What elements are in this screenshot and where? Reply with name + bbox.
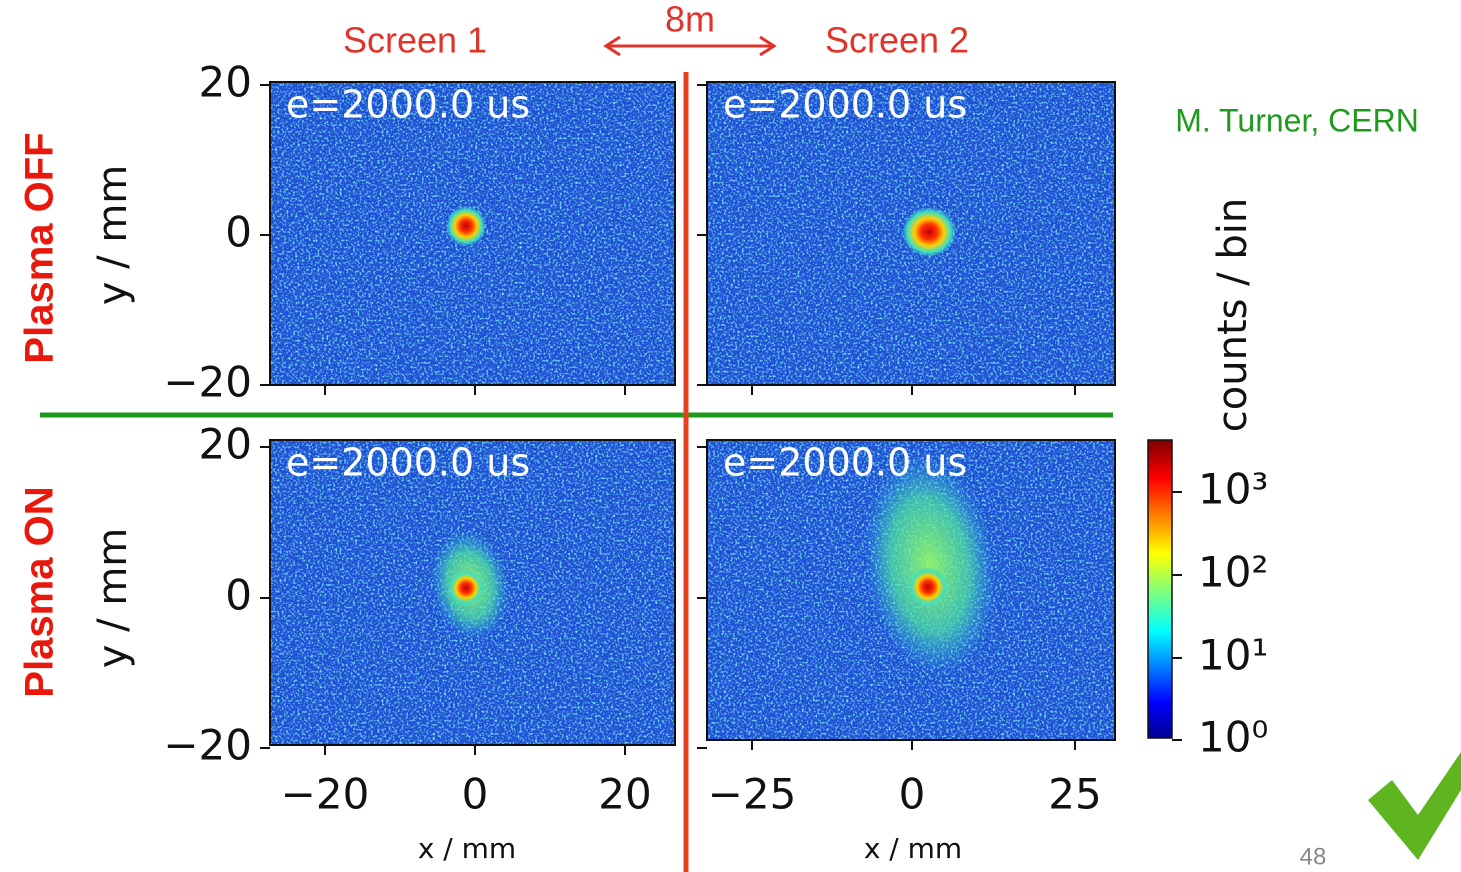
y-tick-label: 20 bbox=[199, 58, 252, 107]
colorbar-tick-label: 10¹ bbox=[1198, 631, 1268, 680]
x-tick-label: −20 bbox=[281, 770, 370, 819]
panel-frame bbox=[269, 81, 676, 386]
y-axis-label: y / mm bbox=[90, 165, 136, 306]
beam-spot bbox=[448, 570, 484, 606]
beam-spot bbox=[446, 206, 486, 246]
y-tick-label: 20 bbox=[199, 420, 252, 469]
credit: M. Turner, CERN bbox=[1175, 102, 1419, 138]
colorbar-tick-label: 10⁰ bbox=[1198, 713, 1268, 762]
colorbar-tick-label: 10² bbox=[1198, 548, 1268, 597]
colorbar-tick-label: 10³ bbox=[1198, 465, 1268, 514]
beam-spot bbox=[902, 207, 956, 257]
panel-annotation: e=2000.0 us bbox=[286, 441, 530, 485]
x-tick-label: −25 bbox=[708, 770, 797, 819]
panel-annotation: e=2000.0 us bbox=[723, 83, 967, 127]
y-tick-label: −20 bbox=[163, 358, 252, 407]
distance-arrow bbox=[603, 35, 777, 57]
x-axis-label: x / mm bbox=[864, 832, 962, 865]
y-tick-label: −20 bbox=[163, 721, 252, 770]
row-label: Plasma OFF bbox=[18, 132, 62, 363]
beam-spot bbox=[908, 567, 948, 607]
checkmark bbox=[1368, 752, 1461, 860]
x-axis-label: x / mm bbox=[418, 832, 516, 865]
x-tick-label: 0 bbox=[462, 770, 489, 819]
panel-frame bbox=[269, 439, 676, 746]
x-tick-label: 20 bbox=[598, 770, 651, 819]
y-axis-label: y / mm bbox=[90, 528, 136, 669]
screen-label: Screen 2 bbox=[825, 20, 969, 61]
page-number: 48 bbox=[1300, 843, 1327, 870]
screen-label: Screen 1 bbox=[343, 20, 487, 61]
colorbar bbox=[1147, 439, 1173, 739]
x-tick-label: 0 bbox=[899, 770, 926, 819]
beam-spot bbox=[863, 455, 997, 675]
panel-annotation: e=2000.0 us bbox=[723, 441, 967, 485]
row-label: Plasma ON bbox=[18, 486, 62, 697]
colorbar-label: counts / bin bbox=[1210, 198, 1256, 432]
x-tick-label: 25 bbox=[1048, 770, 1101, 819]
y-tick-label: 0 bbox=[225, 571, 252, 620]
panels: e=2000.0 us e=2000.0 us e=2000.0 us e=2000.… bbox=[260, 81, 1116, 749]
distance-label: 8m bbox=[665, 0, 715, 40]
y-tick-label: 0 bbox=[225, 208, 252, 257]
panel-annotation: e=2000.0 us bbox=[286, 83, 530, 127]
